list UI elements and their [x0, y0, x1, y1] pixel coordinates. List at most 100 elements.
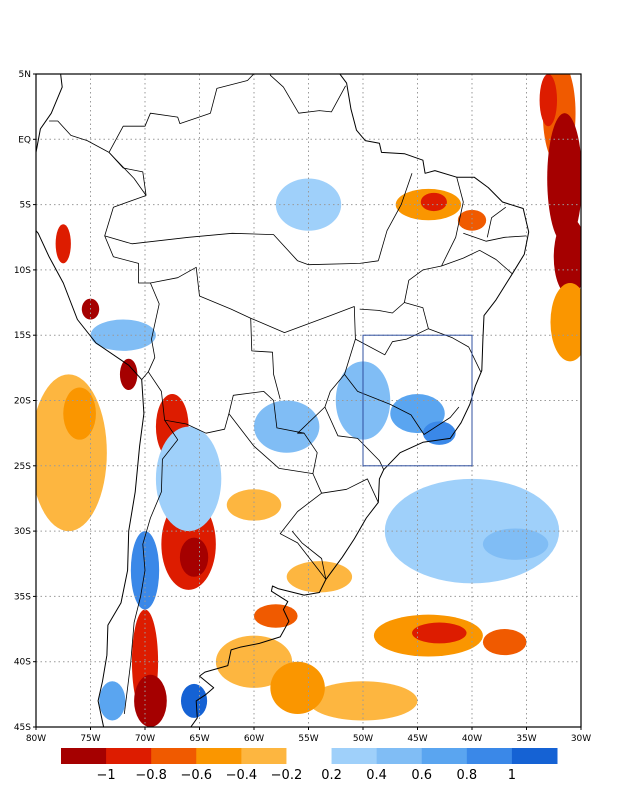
border-line [250, 306, 356, 434]
colorbar [61, 748, 558, 764]
lat-tick-label: 25S [14, 462, 31, 472]
anomaly-patch [457, 209, 487, 231]
lon-tick-label: 80W [26, 734, 46, 744]
colorbar-label: 0.8 [456, 768, 477, 783]
border-line [104, 195, 160, 380]
lat-tick-label: 5N [19, 70, 31, 80]
border-line [269, 74, 346, 114]
border-line [147, 371, 274, 434]
colorbar-label: 0.6 [411, 768, 432, 783]
anomaly-shading [36, 74, 581, 727]
atlantic-coastline [190, 74, 530, 727]
colorbar-label: −0.8 [135, 768, 167, 783]
anomaly-patch [155, 426, 222, 532]
lat-tick-label: 40S [14, 658, 31, 668]
anomaly-patch [134, 674, 167, 727]
colorbar-label: −0.6 [180, 768, 212, 783]
anomaly-patch [179, 537, 209, 577]
anomaly-patch [99, 681, 126, 721]
pacific-coastline [36, 74, 145, 727]
country-borders [49, 74, 527, 714]
anomaly-patch [420, 192, 447, 212]
colorbar-label: 0.2 [321, 768, 342, 783]
colorbar-segment [151, 748, 197, 764]
longitude-tick-labels: 80W 75W 70W 65W 60W 55W 50W 45W 40W 35W 30W [26, 727, 591, 744]
border-line [228, 400, 318, 474]
border-line [324, 406, 385, 470]
colorbar-label: 0.4 [366, 768, 387, 783]
border-line [123, 419, 179, 714]
colorbar-label: 1 [508, 768, 516, 783]
border-line [49, 120, 147, 196]
border-line [104, 232, 379, 266]
anomaly-patch [63, 387, 96, 440]
lat-tick-label: 45S [14, 723, 31, 733]
colorbar-label: −0.4 [226, 768, 258, 783]
lat-tick-label: 20S [14, 397, 31, 407]
lat-tick-label: 15S [14, 331, 31, 341]
anomaly-patch [226, 489, 282, 521]
anomaly-patch [90, 319, 156, 351]
colorbar-label: −1 [97, 768, 116, 783]
lat-tick-label: 10S [14, 266, 31, 276]
lon-tick-label: 55W [298, 734, 318, 744]
border-line [463, 232, 527, 242]
lat-lon-gridlines [36, 74, 581, 727]
anomaly-patch [412, 622, 467, 644]
colorbar-segment [61, 748, 107, 764]
colorbar-segment [286, 748, 333, 764]
border-line [377, 173, 413, 261]
lon-tick-label: 50W [353, 734, 373, 744]
lon-tick-label: 45W [407, 734, 427, 744]
colorbar-segment [106, 748, 152, 764]
anomaly-patch [482, 629, 527, 656]
colorbar-label: −0.2 [271, 768, 303, 783]
anomaly-patch [482, 528, 549, 560]
lat-tick-label: 5S [20, 201, 32, 211]
anomaly-patch [270, 661, 325, 714]
map-plot-area [36, 74, 581, 727]
border-line [321, 478, 379, 503]
coastlines [36, 74, 530, 727]
lon-tick-label: 60W [244, 734, 264, 744]
colorbar-segment [376, 748, 423, 764]
border-line [150, 266, 281, 400]
border-line [108, 74, 255, 153]
colorbar-segment [511, 748, 558, 764]
anomaly-patch [553, 217, 581, 297]
anomaly-patch [180, 683, 208, 718]
colorbar-segment [466, 748, 513, 764]
lon-tick-label: 30W [571, 734, 591, 744]
lon-tick-label: 65W [189, 734, 209, 744]
border-line [404, 249, 513, 303]
border-line [279, 473, 327, 580]
border-line [344, 374, 460, 435]
border-line [428, 328, 482, 372]
anomaly-patch [550, 282, 581, 362]
border-line [355, 302, 429, 356]
anomaly-patch [547, 113, 581, 244]
latitude-tick-labels: 5N EQ 5S 10S 15S 20S 25S 30S 35S 40S 45S [14, 70, 36, 733]
colorbar-tick-labels: −1 −0.8 −0.6 −0.4 −0.2 0.2 0.4 0.6 0.8 1 [97, 768, 517, 783]
anomaly-patch [119, 358, 138, 391]
border-line [486, 206, 507, 238]
colorbar-segment [421, 748, 468, 764]
anomaly-patch [286, 561, 353, 593]
anomaly-patch [55, 224, 71, 264]
highlight-box [362, 334, 473, 467]
lat-tick-label: 35S [14, 592, 31, 602]
anomaly-patch [254, 400, 320, 453]
lat-tick-label: EQ [18, 135, 31, 145]
lon-tick-label: 75W [80, 734, 100, 744]
anomaly-patch [539, 74, 558, 127]
lat-tick-label: 30S [14, 527, 31, 537]
lon-tick-label: 70W [135, 734, 155, 744]
colorbar-segment [196, 748, 242, 764]
colorbar-segment [241, 748, 287, 764]
anomaly-patch [253, 604, 298, 628]
colorbar-segment [331, 748, 378, 764]
border-line [291, 530, 327, 580]
lon-tick-label: 35W [516, 734, 536, 744]
lon-tick-label: 40W [462, 734, 482, 744]
